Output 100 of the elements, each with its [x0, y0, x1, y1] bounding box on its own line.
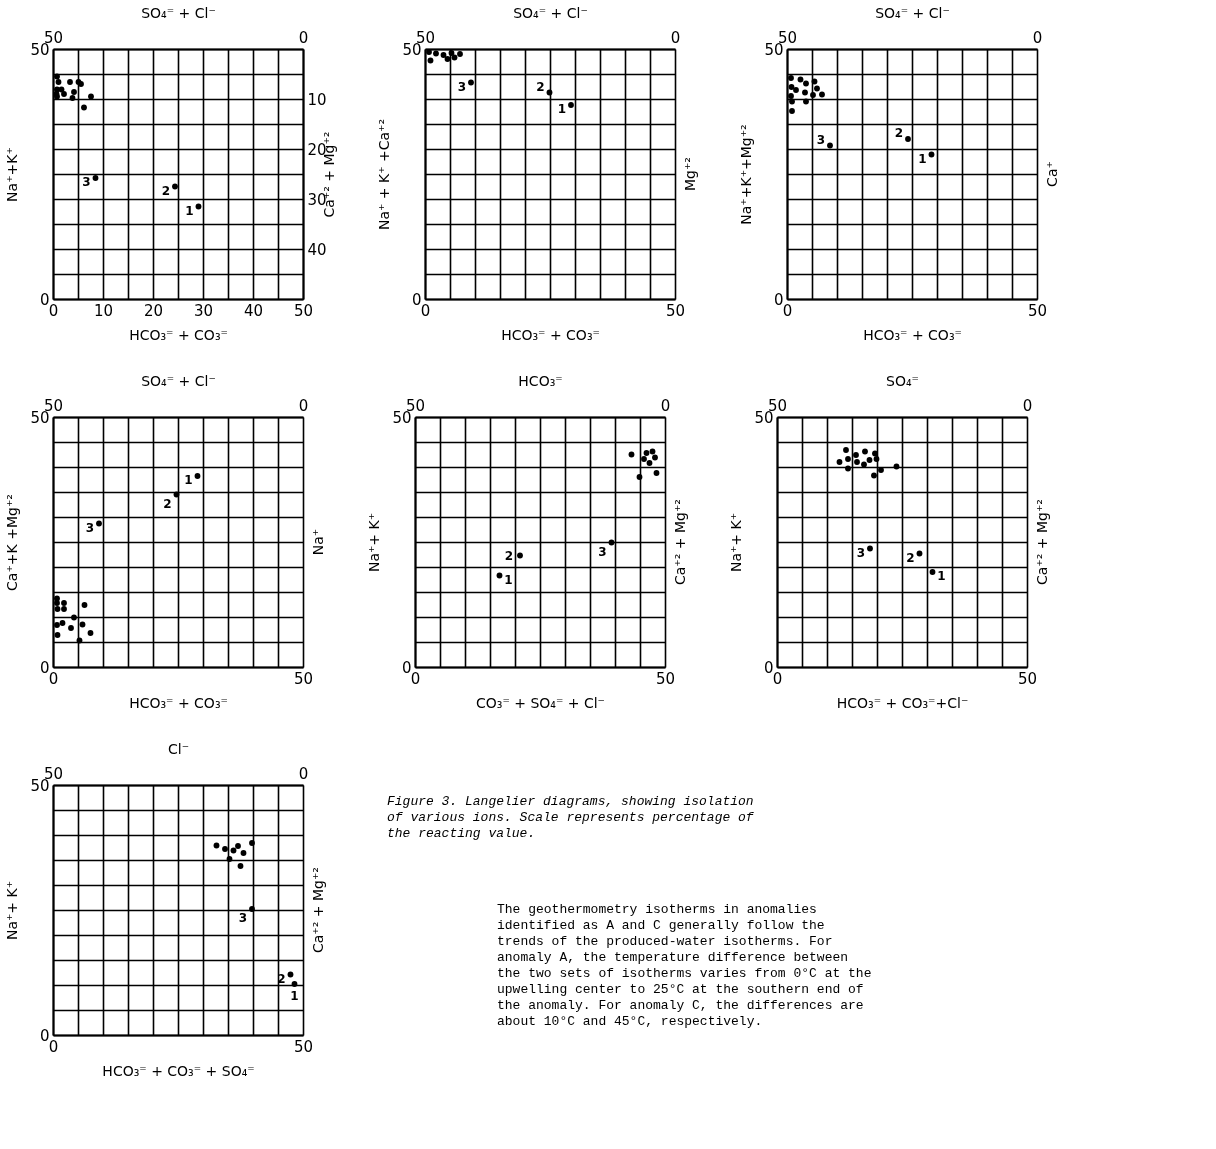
- point: [194, 473, 201, 479]
- annotation: 3: [82, 175, 91, 189]
- x2-tick-label: 0: [298, 396, 309, 415]
- y-axis-title: Na⁺+ K⁺: [728, 512, 745, 573]
- point: [788, 93, 794, 99]
- point: [810, 92, 816, 98]
- annotation: 2: [536, 79, 545, 94]
- annotation: 3: [457, 79, 467, 94]
- x2-axis-title: SO₄⁼: [886, 372, 919, 389]
- x-tick-label: 50: [655, 669, 676, 688]
- annotation: 2: [161, 183, 171, 198]
- x-tick-label: 40: [243, 301, 264, 320]
- point: [867, 545, 873, 552]
- point: [54, 600, 60, 606]
- x2-axis-title: HCO₃⁼: [518, 372, 563, 389]
- point: [249, 840, 255, 846]
- x-tick-label: 20: [143, 301, 164, 320]
- point: [54, 606, 61, 612]
- point: [866, 457, 873, 463]
- point: [871, 472, 877, 479]
- x-tick-label: 50: [665, 301, 686, 320]
- y2-tick-label: 10: [307, 90, 327, 109]
- text: The geothermometry isotherms in anomalies identified as A and C generally follow the trends of the produced-water isotherms. For anomaly A, the temperature difference between the two sets of isotherms varies from 0°C at the upwelling center to 25°C at the southern end of the anomaly. For anomaly C, the differences are about 10°C and 45°C, respectively.: [497, 902, 872, 1029]
- x-tick-label: 30: [193, 301, 214, 320]
- x-tick-label: 50: [1017, 669, 1038, 688]
- point: [853, 452, 859, 458]
- y2-axis-title: Na⁺: [310, 528, 326, 556]
- point: [845, 456, 851, 462]
- point: [195, 203, 202, 210]
- point: [797, 76, 804, 83]
- point: [81, 104, 87, 111]
- point: [433, 50, 439, 57]
- y-axis-title: Na⁺+K⁺: [4, 147, 21, 202]
- point: [448, 50, 455, 56]
- point: [468, 79, 474, 86]
- point: [843, 447, 849, 453]
- annotation: 3: [816, 132, 826, 147]
- point: [861, 461, 867, 468]
- point: [789, 108, 795, 114]
- y-axis-title: Na⁺+ K⁺: [366, 512, 383, 573]
- x-tick-label: 50: [1027, 301, 1048, 320]
- x-axis-title: HCO₃⁼ + CO₃⁼ + SO₄⁼: [102, 1062, 255, 1079]
- point: [811, 78, 818, 85]
- point: [878, 467, 884, 473]
- x-tick-label: 50: [293, 669, 314, 688]
- annotation: 1: [290, 989, 299, 1003]
- point: [287, 971, 294, 978]
- point: [916, 550, 923, 557]
- point: [68, 625, 74, 631]
- annotation: 1: [918, 151, 927, 166]
- point: [81, 602, 88, 608]
- point: [793, 87, 799, 93]
- point: [788, 84, 795, 90]
- x-axis-title: HCO₃⁼ + CO₃⁼+Cl⁻: [836, 694, 969, 711]
- point: [803, 98, 809, 105]
- point: [653, 470, 660, 476]
- point: [517, 552, 523, 559]
- point: [87, 630, 94, 636]
- point: [226, 856, 233, 862]
- point: [172, 183, 178, 190]
- point: [636, 474, 643, 480]
- annotation: 3: [85, 520, 95, 535]
- point: [55, 79, 62, 85]
- x2-axis-title: SO₄⁼ + Cl⁻: [141, 4, 216, 21]
- point: [69, 95, 76, 101]
- x-axis-title: HCO₃⁼ + CO₃⁼: [863, 326, 962, 343]
- point: [61, 600, 67, 606]
- point: [76, 637, 83, 644]
- annotation: 2: [163, 496, 172, 511]
- y2-axis-title: Ca⁺² + Mg⁺²: [310, 867, 326, 953]
- point: [802, 89, 808, 96]
- annotation: 1: [937, 569, 946, 583]
- point: [291, 981, 298, 987]
- x2-axis-title: SO₄⁼ + Cl⁻: [141, 372, 216, 389]
- point: [173, 491, 180, 498]
- point: [789, 98, 795, 105]
- annotation: 3: [598, 544, 607, 559]
- point: [803, 80, 809, 87]
- point: [54, 622, 60, 628]
- point: [836, 459, 843, 465]
- y-axis-title: Na⁺+K⁺+Mg⁺²: [738, 124, 755, 225]
- x-axis-title: HCO₃⁼ + CO₃⁼: [129, 694, 228, 711]
- x2-axis-title: Cl⁻: [167, 740, 190, 757]
- x2-tick-label: 0: [298, 764, 309, 783]
- point: [61, 91, 67, 97]
- point: [222, 846, 228, 852]
- annotation: 2: [504, 548, 514, 563]
- y-axis-title: Ca⁺+K +Mg⁺²: [4, 494, 21, 591]
- annotation: 1: [185, 203, 194, 218]
- point: [893, 463, 900, 470]
- annotation: 3: [856, 545, 866, 560]
- point: [249, 906, 255, 912]
- point: [641, 456, 647, 462]
- point: [427, 57, 434, 64]
- x2-tick-label: 0: [1032, 28, 1043, 47]
- point: [92, 175, 99, 181]
- point: [440, 52, 447, 58]
- point: [457, 51, 463, 57]
- x2-tick-label: 0: [298, 28, 309, 47]
- annotation: 2: [894, 126, 904, 140]
